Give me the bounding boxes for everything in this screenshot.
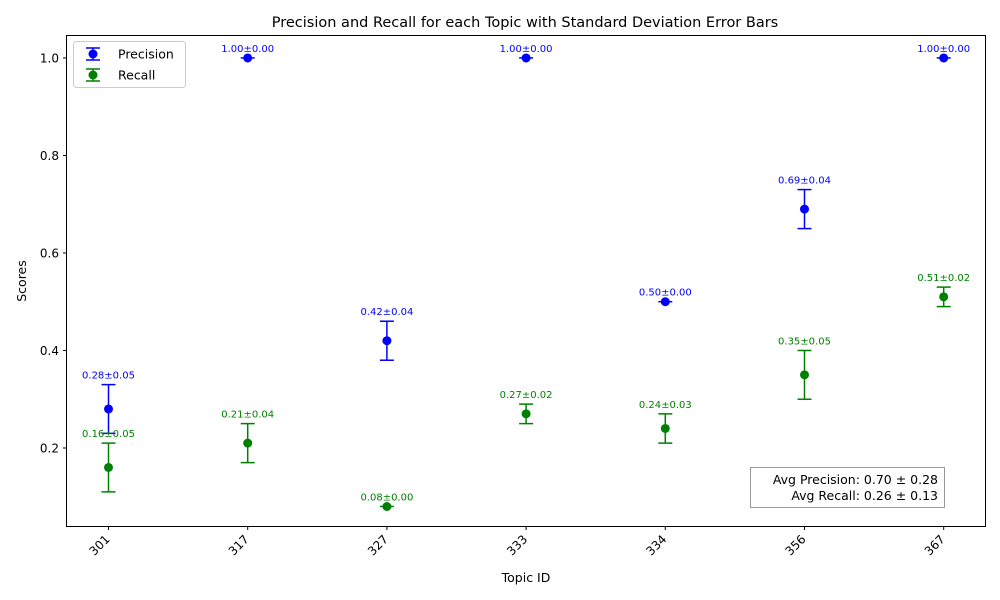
- precision-data-label: 0.69±0.04: [778, 176, 831, 187]
- y-tick-label: 0.6: [40, 246, 59, 260]
- precision-data-label: 1.00±0.00: [500, 44, 553, 55]
- precision-mark-333: 1.00±0.00: [500, 44, 553, 63]
- y-tick-label: 0.2: [40, 441, 59, 455]
- precision-point: [939, 53, 949, 63]
- recall-mark-301: 0.16±0.05: [82, 429, 135, 493]
- recall-point: [243, 438, 253, 448]
- recall-point: [104, 462, 113, 472]
- precision-data-label: 1.00±0.00: [221, 44, 274, 55]
- recall-data-label: 0.51±0.02: [917, 273, 970, 284]
- precision-mark-356: 0.69±0.04: [778, 176, 831, 230]
- precision-point: [382, 336, 392, 346]
- plot-frame: [66, 35, 986, 527]
- precision-data-label: 0.42±0.04: [360, 307, 413, 318]
- summary-box: [750, 467, 945, 508]
- y-axis-ticks: 0.2 0.4 0.6 0.8 1.0: [40, 51, 67, 455]
- legend-marker: [88, 70, 98, 80]
- precision-point: [521, 53, 531, 63]
- x-tick-label: 317: [226, 532, 252, 558]
- recall-data-label: 0.35±0.05: [778, 336, 831, 347]
- legend-item-recall: Recall: [86, 68, 155, 83]
- recall-point: [382, 501, 392, 511]
- legend-frame: [73, 41, 186, 88]
- data-marks: 0.28±0.05 1.00±0.00 0.42±0.04 1.00±0.00 0.50…: [82, 44, 970, 511]
- precision-point: [660, 297, 670, 307]
- y-axis-label: Scores: [14, 260, 29, 302]
- recall-data-label: 0.27±0.02: [500, 390, 553, 401]
- recall-mark-367: 0.51±0.02: [917, 273, 970, 308]
- legend-label: Recall: [118, 68, 155, 83]
- recall-mark-356: 0.35±0.05: [778, 336, 831, 400]
- avg-precision-text: Avg Precision: 0.70 ± 0.28: [773, 472, 938, 487]
- x-axis-ticks: 301 317 327 333 334 356 367: [87, 526, 948, 558]
- summary-annotation: Avg Precision: 0.70 ± 0.28 Avg Recall: 0…: [750, 467, 945, 508]
- recall-point: [660, 423, 670, 433]
- legend-marker: [88, 49, 98, 59]
- precision-point: [104, 404, 113, 414]
- x-tick-label: 367: [922, 532, 948, 558]
- recall-mark-317: 0.21±0.04: [221, 410, 274, 464]
- recall-point: [800, 370, 809, 380]
- precision-point: [243, 53, 253, 63]
- legend: Precision Recall: [73, 41, 186, 88]
- recall-data-label: 0.16±0.05: [82, 429, 135, 440]
- recall-point: [939, 292, 949, 302]
- precision-mark-327: 0.42±0.04: [360, 307, 413, 361]
- x-tick-label: 301: [87, 532, 113, 558]
- x-tick-label: 327: [365, 532, 391, 558]
- y-tick-label: 0.8: [40, 149, 59, 163]
- recall-mark-327: 0.08±0.00: [360, 492, 413, 511]
- chart-title: Precision and Recall for each Topic with…: [272, 15, 778, 31]
- y-tick-label: 0.4: [40, 344, 59, 358]
- avg-recall-text: Avg Recall: 0.26 ± 0.13: [791, 488, 938, 503]
- precision-mark-334: 0.50±0.00: [639, 288, 692, 307]
- precision-data-label: 0.28±0.05: [82, 371, 135, 382]
- precision-mark-301: 0.28±0.05: [82, 371, 135, 435]
- recall-mark-334: 0.24±0.03: [639, 400, 692, 444]
- x-tick-label: 333: [504, 532, 530, 558]
- recall-mark-333: 0.27±0.02: [500, 390, 553, 425]
- precision-data-label: 1.00±0.00: [917, 44, 970, 55]
- recall-data-label: 0.21±0.04: [221, 410, 274, 421]
- precision-mark-367: 1.00±0.00: [917, 44, 970, 63]
- x-tick-label: 356: [783, 532, 809, 558]
- x-tick-label: 334: [643, 532, 669, 558]
- x-axis-label: Topic ID: [501, 570, 551, 585]
- recall-data-label: 0.08±0.00: [360, 492, 413, 503]
- precision-mark-317: 1.00±0.00: [221, 44, 274, 63]
- legend-item-precision: Precision: [86, 47, 174, 62]
- recall-point: [521, 409, 531, 419]
- recall-data-label: 0.24±0.03: [639, 400, 692, 411]
- precision-data-label: 0.50±0.00: [639, 288, 692, 299]
- y-tick-label: 1.0: [40, 51, 59, 65]
- precision-point: [800, 204, 809, 214]
- legend-label: Precision: [118, 47, 174, 62]
